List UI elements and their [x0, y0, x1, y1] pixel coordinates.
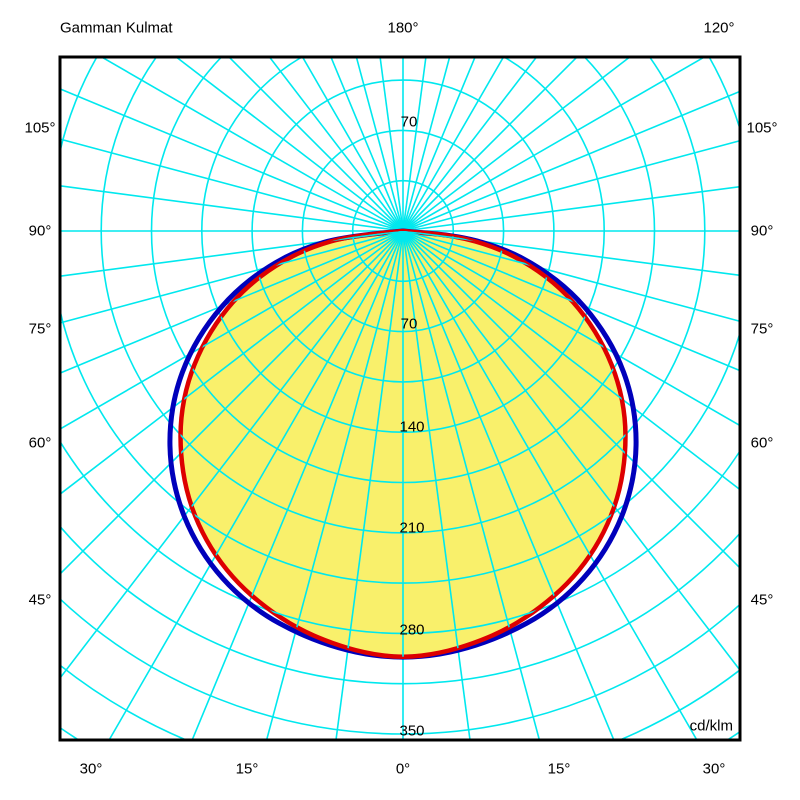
bottom-angle-label: 15°: [547, 760, 571, 778]
grid-circle: [351, 231, 455, 283]
grid-circle: [180, 231, 626, 484]
radial-tick-label: 70: [400, 113, 418, 131]
grid-spoke: [402, 230, 740, 277]
grid-spoke: [180, 231, 404, 577]
grid-circle: [180, 231, 626, 534]
left-angle-label: 90°: [28, 222, 52, 240]
grid-spoke: [180, 231, 404, 657]
grid-spoke: [402, 57, 505, 232]
grid-circle: [251, 231, 555, 383]
right-angle-label: 90°: [750, 222, 774, 240]
radial-tick-label: 140: [399, 418, 425, 436]
radial-tick-label: 280: [399, 621, 425, 639]
grid-spoke: [402, 230, 740, 323]
right-angle-label: 45°: [750, 591, 774, 609]
bottom-angle-label: 15°: [235, 760, 259, 778]
grid-spoke: [60, 88, 404, 232]
grid-spoke: [402, 231, 626, 657]
left-angle-label: 45°: [28, 591, 52, 609]
right-angle-label: 60°: [750, 434, 774, 452]
grid-spoke: [402, 57, 451, 232]
grid-spoke: [402, 231, 626, 657]
grid-spoke: [402, 57, 476, 232]
grid-circle: [60, 597, 740, 735]
radial-tick-label: 70: [400, 315, 418, 333]
left-angle-label: 75°: [28, 320, 52, 338]
top-angle-label: 120°: [703, 19, 735, 37]
grid-spoke: [180, 231, 404, 657]
bottom-angle-label: 30°: [79, 760, 103, 778]
grid-circle: [60, 525, 740, 685]
grid-spoke: [180, 231, 404, 657]
grid-spoke: [402, 231, 626, 657]
bottom-angle-label: 0°: [395, 760, 411, 778]
grid-circle: [201, 231, 605, 433]
grid-circle: [180, 231, 626, 584]
left-angle-label: 60°: [28, 434, 52, 452]
unit-label: cd/klm: [689, 717, 733, 735]
right-angle-label: 105°: [746, 119, 778, 137]
grid-spoke: [60, 185, 404, 232]
left-angle-label: 105°: [24, 119, 56, 137]
grid-spoke: [402, 139, 740, 232]
grid-spoke: [60, 138, 404, 232]
grid-spoke: [180, 231, 404, 657]
grid-spoke: [402, 231, 626, 657]
grid-spoke: [402, 57, 538, 232]
grid-spoke: [379, 57, 404, 232]
grid-spoke: [402, 231, 626, 577]
grid-spoke: [100, 57, 404, 232]
radial-tick-label: 210: [399, 519, 425, 537]
grid-spoke: [227, 57, 404, 232]
grid-spoke: [402, 231, 626, 657]
radial-tick-label: 350: [399, 722, 425, 740]
chart-title: Gamman Kulmat: [60, 19, 173, 37]
grid-spoke: [402, 57, 706, 232]
top-angle-label: 180°: [387, 19, 419, 37]
grid-spoke: [402, 231, 626, 657]
grid-spoke: [330, 57, 404, 232]
grid-spoke: [402, 57, 579, 232]
grid-circle: [180, 231, 626, 635]
plot-frame: [58, 55, 742, 742]
grid-spoke: [402, 90, 740, 232]
grid-spoke: [402, 57, 632, 232]
grid-spoke: [268, 57, 404, 232]
bottom-angle-label: 30°: [702, 760, 726, 778]
grid-spoke: [301, 57, 404, 232]
grid-spoke: [60, 230, 404, 277]
grid-spoke: [402, 231, 522, 657]
grid-spoke: [402, 57, 427, 232]
grid-circle: [301, 231, 505, 333]
grid-spoke: [284, 231, 404, 657]
grid-spoke: [180, 231, 404, 657]
grid-spoke: [402, 185, 740, 232]
grid-spoke: [174, 57, 404, 232]
grid-spoke: [355, 57, 404, 232]
right-angle-label: 75°: [750, 320, 774, 338]
grid-spoke: [60, 230, 404, 324]
grid-spoke: [180, 231, 404, 657]
